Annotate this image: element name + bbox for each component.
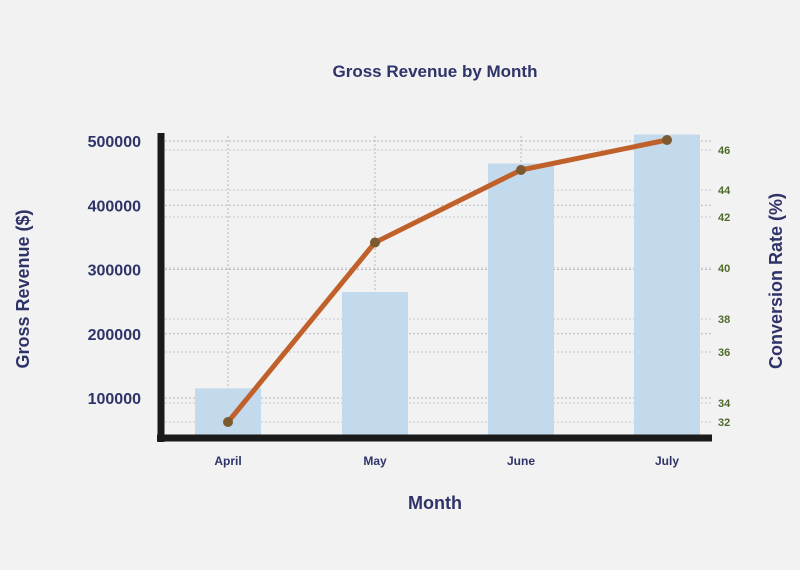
x-tick-label: July [655,454,679,468]
left-axis-ticks: 100000 200000 300000 400000 500000 [88,134,141,408]
conversion-line [225,137,670,425]
y2-tick-label: 34 [718,398,731,410]
y-axis-title: Gross Revenue ($) [13,209,33,368]
y2-axis-title: Conversion Rate (%) [766,193,786,369]
line-point [223,417,233,427]
y2-tick-label: 36 [718,347,730,359]
y-tick-label: 300000 [88,263,141,280]
y2-tick-label: 46 [718,145,730,157]
y2-tick-label: 42 [718,212,730,224]
x-axis-title: Month [408,493,462,513]
axes [157,133,712,442]
y-tick-label: 500000 [88,134,141,151]
line-point [662,135,672,145]
bar [342,291,408,438]
line-point [370,237,380,248]
bar [488,163,554,439]
x-tick-label: June [507,454,535,468]
y-tick-label: 100000 [88,391,141,408]
y-tick-label: 200000 [88,327,141,344]
y-tick-label: 400000 [88,198,141,215]
x-tick-label: May [363,454,387,468]
y2-tick-label: 44 [718,185,731,197]
right-axis-ticks: 32 34 36 38 40 42 44 46 [718,145,731,429]
line-point [516,165,526,175]
chart-title: Gross Revenue by Month [333,62,538,81]
y2-tick-label: 40 [718,263,730,275]
bar [634,134,700,438]
y2-tick-label: 38 [718,314,730,326]
x-tick-label: April [214,454,241,468]
y2-tick-label: 32 [718,417,730,429]
line-series [223,135,672,427]
bar-series [195,134,700,439]
x-axis-ticks: April May June July [214,454,679,468]
